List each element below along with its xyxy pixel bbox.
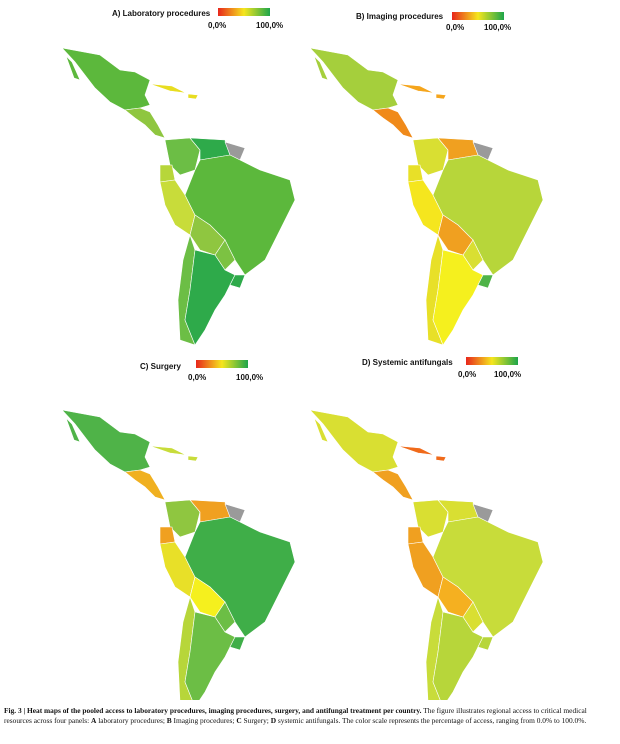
caption: Fig. 3 | Heat maps of the pooled access … <box>4 706 616 726</box>
map-b <box>309 47 544 346</box>
caption-bold: D <box>270 715 277 725</box>
caption-bold: Fig. 3 | Heat maps of the pooled access … <box>4 706 422 715</box>
color-scale <box>196 360 248 368</box>
caption-bold: A <box>91 715 97 725</box>
color-scale <box>466 357 518 365</box>
legend-c: C) Surgery 0,0% 100,0% <box>140 360 263 382</box>
panel-title: B) Imaging procedures <box>356 12 444 21</box>
legend-b: B) Imaging procedures 0,0% 100,0% <box>356 12 511 32</box>
map-a <box>61 47 296 346</box>
legend-max: 100,0% <box>484 23 511 32</box>
caption-text: laboratory procedures; <box>96 715 167 725</box>
caption-text: Imaging procedures; <box>171 715 237 725</box>
caption-text: Surgery; <box>241 715 271 725</box>
legend-d: D) Systemic antifungals 0,0% 100,0% <box>362 357 521 379</box>
color-scale <box>452 12 504 20</box>
caption-bold: C <box>236 715 242 725</box>
color-scale <box>218 8 270 16</box>
legend-max: 100,0% <box>494 370 521 379</box>
legend-min: 0,0% <box>446 23 464 32</box>
maps: A) Laboratory procedures 0,0% 100,0% B) … <box>61 8 544 708</box>
caption-text: systemic antifungals. The color scale re… <box>276 715 587 725</box>
legend-min: 0,0% <box>458 370 476 379</box>
map-c <box>61 409 296 708</box>
legend-min: 0,0% <box>208 21 226 30</box>
panel-title: C) Surgery <box>140 362 181 371</box>
panel-title: A) Laboratory procedures <box>112 9 211 18</box>
legend-a: A) Laboratory procedures 0,0% 100,0% <box>112 8 283 30</box>
panel-title: D) Systemic antifungals <box>362 358 453 367</box>
caption-text: The figure illustrates regional access t… <box>4 706 587 725</box>
legend-max: 100,0% <box>236 373 263 382</box>
map-d <box>309 409 544 708</box>
legend-max: 100,0% <box>256 21 283 30</box>
caption-bold: B <box>166 715 172 725</box>
legend-min: 0,0% <box>188 373 206 382</box>
